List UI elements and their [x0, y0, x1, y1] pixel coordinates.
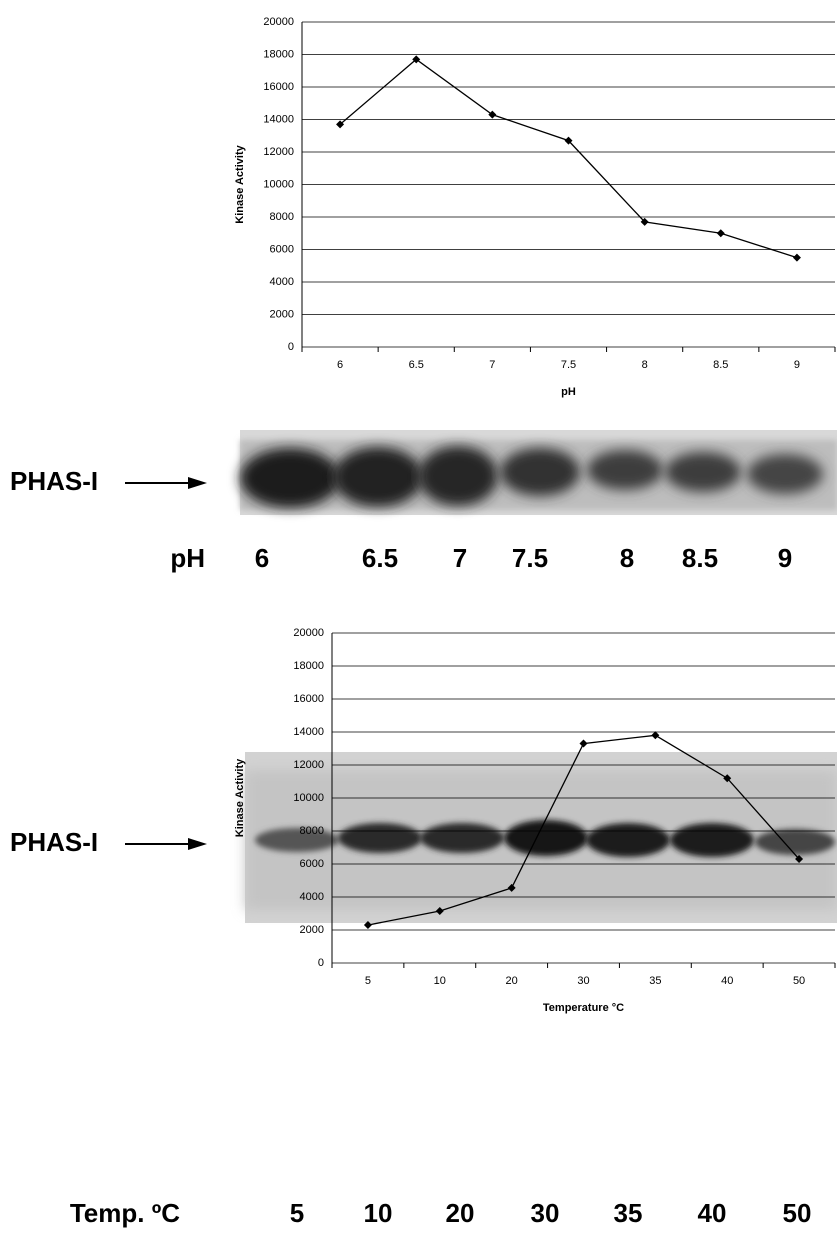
y-tick-label: 8000 [300, 825, 324, 837]
y-tick-label: 14000 [263, 113, 294, 125]
data-line [340, 59, 797, 257]
y-tick-label: 6000 [300, 858, 324, 870]
x-tick-label: 6.5 [409, 359, 424, 371]
gel-label: PHAS-I [10, 827, 98, 857]
lane-label: 8.5 [682, 543, 718, 573]
lane-label: 20 [446, 1198, 475, 1228]
x-axis-title: Temperature °C [543, 1002, 624, 1014]
lane-label: 40 [698, 1198, 727, 1228]
lane-title: Temp. ºC [70, 1198, 180, 1228]
y-tick-label: 4000 [270, 276, 294, 288]
y-tick-label: 12000 [293, 759, 324, 771]
figure: 0 2000 4000 6000 8000 10000 12000 14000 16000 180… [0, 0, 837, 1245]
x-tick-label: 8 [642, 359, 648, 371]
y-tick-label: 2000 [300, 924, 324, 936]
lane-label: 8 [620, 543, 634, 573]
y-tick-label: 16000 [263, 81, 294, 93]
data-point [651, 731, 659, 739]
y-tick-label: 20000 [293, 627, 324, 639]
y-tick-label: 18000 [293, 660, 324, 672]
x-tick-label: 5 [365, 975, 371, 987]
lane-label: 7.5 [512, 543, 548, 573]
y-tick-label: 12000 [263, 146, 294, 158]
x-axis-title: pH [561, 386, 576, 398]
y-tick-label: 14000 [293, 726, 324, 738]
lane-title: pH [170, 543, 205, 573]
x-tick-label: 20 [506, 975, 518, 987]
gel-image [240, 430, 837, 515]
x-tick-label: 7.5 [561, 359, 576, 371]
y-tick-label: 20000 [263, 16, 294, 28]
y-tick-label: 2000 [270, 308, 294, 320]
x-tick-label: 8.5 [713, 359, 728, 371]
data-point [793, 254, 801, 262]
y-tick-label: 10000 [293, 792, 324, 804]
lane-label: 9 [778, 543, 792, 573]
x-tick-label: 50 [793, 975, 805, 987]
lane-label: 30 [531, 1198, 560, 1228]
y-tick-label: 4000 [300, 891, 324, 903]
gel-label: PHAS-I [10, 466, 98, 496]
x-tick-label: 40 [721, 975, 733, 987]
x-tick-label: 6 [337, 359, 343, 371]
lane-label: 5 [290, 1198, 304, 1228]
lane-label: 6 [255, 543, 269, 573]
arrow [125, 477, 207, 489]
x-tick-label: 10 [434, 975, 446, 987]
x-tick-label: 7 [489, 359, 495, 371]
y-tick-label: 10000 [263, 178, 294, 190]
x-tick-label: 9 [794, 359, 800, 371]
lane-label: 7 [453, 543, 467, 573]
y-tick-label: 0 [288, 341, 294, 353]
y-axis-title: Kinase Activity [234, 758, 246, 837]
y-tick-label: 16000 [293, 693, 324, 705]
lane-label: 50 [783, 1198, 812, 1228]
arrow [125, 838, 207, 850]
y-axis-title: Kinase Activity [234, 144, 246, 223]
lane-label: 35 [614, 1198, 643, 1228]
lane-label: 6.5 [362, 543, 398, 573]
data-point [580, 740, 588, 748]
x-tick-label: 35 [649, 975, 661, 987]
y-tick-label: 6000 [270, 243, 294, 255]
data-point [717, 229, 725, 237]
x-tick-label: 30 [577, 975, 589, 987]
y-tick-label: 8000 [270, 211, 294, 223]
y-tick-label: 0 [318, 957, 324, 969]
lane-label: 10 [364, 1198, 393, 1228]
y-tick-label: 18000 [263, 48, 294, 60]
